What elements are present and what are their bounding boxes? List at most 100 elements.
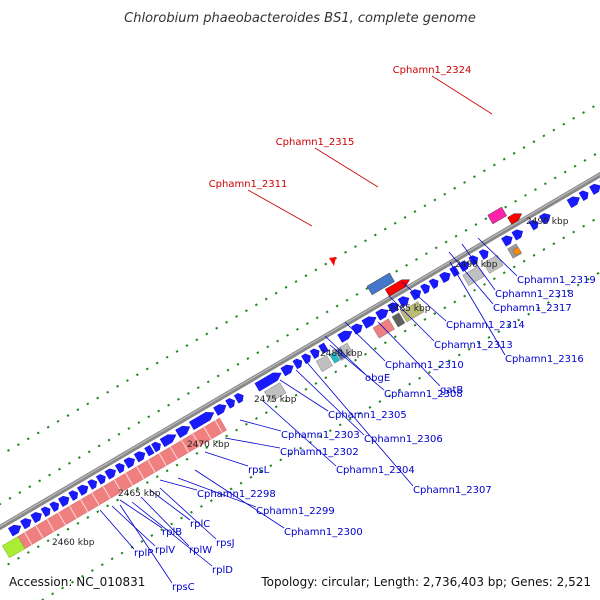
rna-gene-divider — [192, 433, 201, 447]
grid-dot — [239, 481, 243, 485]
forward-gene — [144, 444, 155, 457]
gene-leader — [224, 437, 281, 449]
grid-dot — [295, 327, 299, 331]
grid-dot — [502, 271, 506, 275]
grid-dot — [286, 333, 290, 337]
grid-dot — [572, 116, 576, 120]
forward-gene — [58, 495, 70, 507]
grid-dot — [314, 382, 318, 385]
grid-dot — [522, 259, 526, 263]
grid-dot — [592, 218, 596, 222]
grid-dot — [512, 151, 516, 155]
grid-dot — [556, 295, 560, 299]
grid-dot — [249, 475, 253, 479]
gene-label: Cphamn1_2316 — [505, 354, 584, 365]
grid-dot — [77, 456, 81, 459]
gene-label: rplB — [162, 527, 182, 538]
gene-leader — [194, 469, 285, 529]
grid-dot — [46, 425, 50, 429]
forward-gene — [233, 393, 244, 404]
grid-dot — [304, 274, 308, 278]
grid-dot — [16, 443, 20, 447]
grid-dot — [542, 134, 546, 138]
grid-dot — [532, 253, 536, 257]
grid-dot — [454, 234, 458, 238]
grid-dot — [284, 285, 288, 289]
grid-dot — [125, 379, 129, 382]
rna-gene-divider — [46, 519, 55, 532]
grid-dot — [175, 463, 179, 467]
grid-dot — [537, 306, 541, 310]
forward-gene — [292, 358, 303, 370]
grid-dot — [363, 239, 367, 243]
gene-leader — [140, 496, 190, 547]
gene-label: Cphamn1_2319 — [517, 275, 596, 286]
highlight-labels: Cphamn1_2324 Cphamn1_2315 Cphamn1_2311 — [209, 65, 472, 190]
gene-label: Cphamn1_2313 — [434, 340, 513, 351]
grid-dot — [195, 338, 199, 342]
grid-dot — [413, 210, 417, 214]
forward-gene — [151, 441, 161, 453]
gene-label: Cphamn1_2308 — [384, 389, 463, 400]
grid-dot — [66, 414, 70, 417]
grid-dot — [86, 516, 90, 519]
forward-gene — [114, 463, 125, 474]
grid-dot — [467, 347, 471, 351]
grid-dot — [338, 423, 342, 427]
grid-dot — [334, 370, 338, 374]
grid-dot — [56, 419, 60, 423]
grid-dot — [155, 475, 159, 479]
gene-label: Cphamn1_2305 — [328, 410, 407, 421]
grid-dot — [553, 176, 557, 180]
grid-dot — [408, 382, 412, 386]
grid-dot — [395, 269, 399, 273]
grid-dot — [38, 479, 42, 483]
grid-dot — [403, 216, 407, 219]
grid-dot — [383, 341, 387, 345]
grid-dot — [464, 228, 468, 232]
grid-dot — [593, 153, 597, 157]
highlight-gene-label: Cphamn1_2315 — [276, 137, 355, 148]
grid-dot — [66, 527, 70, 531]
gene-leader — [461, 243, 496, 291]
gene-leader — [449, 261, 506, 356]
grid-dot — [463, 181, 467, 184]
rna-gene-divider — [80, 499, 89, 512]
grid-dot — [423, 204, 427, 208]
grid-dot — [414, 258, 418, 261]
gene-label: Cphamn1_2300 — [284, 527, 363, 538]
forward-gene — [589, 183, 600, 195]
gene-features — [1, 180, 600, 559]
grid-dot — [185, 344, 189, 348]
gene-leader — [119, 499, 163, 529]
grid-dot — [264, 411, 268, 415]
forward-gene — [528, 219, 539, 231]
rna-gene-divider — [57, 512, 66, 526]
grid-dot — [552, 242, 556, 246]
grid-dot — [196, 386, 200, 390]
grid-dot — [596, 271, 600, 275]
grid-dot — [126, 492, 130, 496]
grid-dot — [236, 362, 240, 366]
grid-dot — [335, 304, 339, 308]
gene-box — [483, 254, 504, 274]
gene-label: Cphamn1_2304 — [336, 465, 415, 476]
grid-dot — [373, 347, 377, 350]
grid-dot — [254, 303, 258, 307]
grid-dot — [433, 198, 437, 202]
gene-leader — [388, 295, 435, 342]
grid-dot — [582, 224, 586, 228]
grid-dot — [562, 236, 566, 240]
grid-dot — [215, 440, 219, 444]
grid-dot — [418, 376, 422, 380]
grid-dot — [413, 323, 417, 327]
grid-dot — [522, 146, 526, 149]
grid-dot — [209, 499, 213, 503]
grid-dot — [176, 397, 180, 401]
gene-label: rpsL — [248, 465, 270, 476]
grid-dot — [46, 539, 50, 543]
grid-dot — [26, 551, 30, 554]
dotted-grid — [0, 105, 600, 600]
grid-dot — [365, 287, 369, 291]
forward-gene — [539, 213, 551, 225]
